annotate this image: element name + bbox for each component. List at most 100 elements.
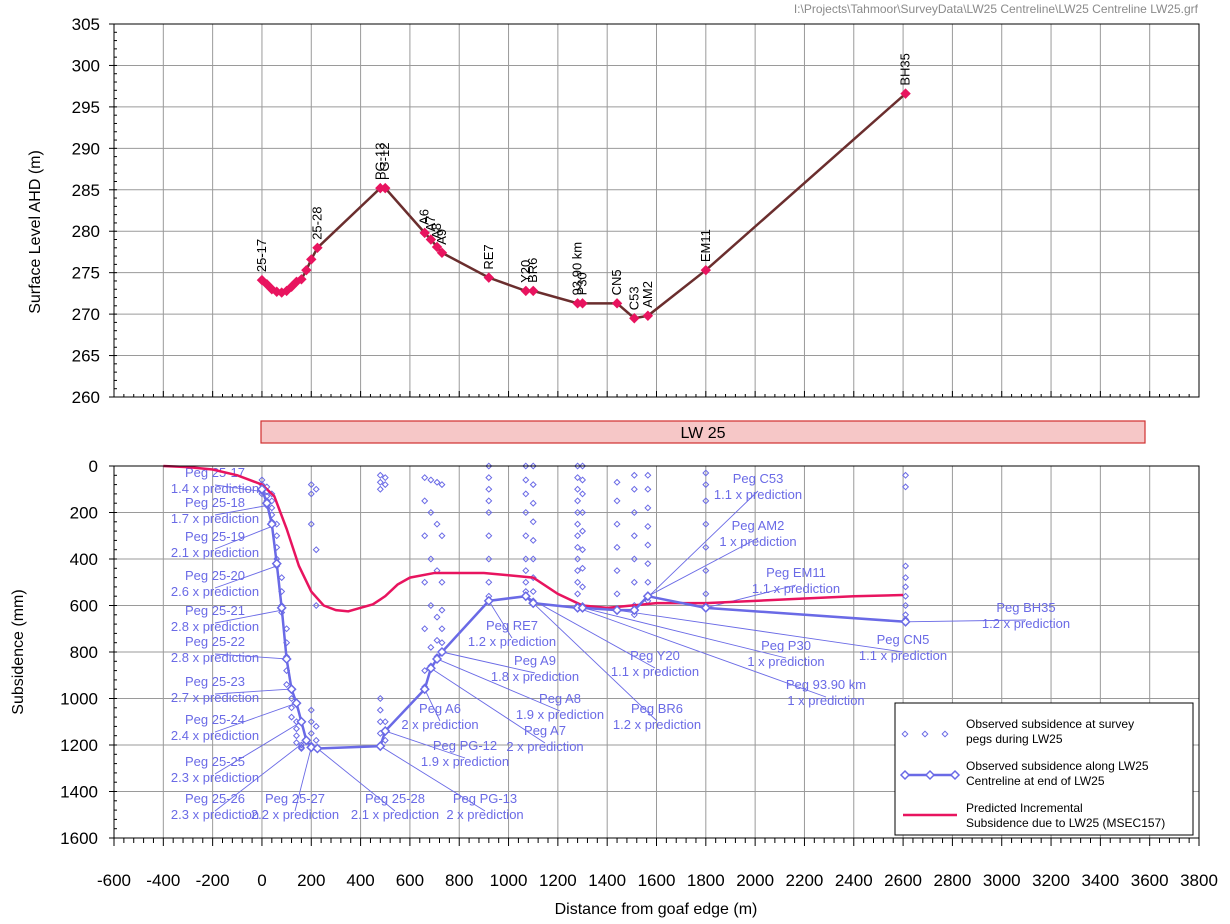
observed-peg-point [288,704,296,712]
annotation-line: 2.2 x prediction [251,807,339,822]
observed-peg-point [376,694,384,703]
annotation-label: Peg 25-23 2.7 x prediction [171,674,259,705]
observed-peg-point [522,555,530,563]
annotation-leader-line [214,702,297,733]
peg-label: PG-13 [372,143,387,181]
observed-peg-point [312,722,320,730]
observed-peg-point [438,532,446,540]
observed-centreline-point [261,498,272,509]
annotation-leader-line [705,584,797,609]
annotation-line: 1.8 x prediction [491,669,579,684]
observed-peg-point [438,578,446,586]
legend-swatch-scatter [941,730,949,738]
profile-point [436,247,448,258]
observed-peg-point [268,497,276,505]
annotation-label: Peg PG-13 2 x prediction [446,791,523,822]
x-tick-label: 1400 [588,871,626,890]
observed-peg-point [902,601,910,610]
annotation-leader-line [380,745,486,812]
observed-peg-point [292,739,300,747]
annotation-leader-line [616,609,904,653]
observed-peg-point [702,469,710,477]
annotation-label: Peg 25-28 2.1 x prediction [351,791,439,822]
x-tick-label: 200 [297,871,325,890]
annotation-line: 2.8 x prediction [171,650,259,665]
observed-peg-point [307,490,315,498]
annotation-leader-line [430,667,546,744]
observed-peg-point [579,583,587,591]
observed-centreline-point [419,684,430,695]
observed-peg-point [427,643,435,651]
observed-peg-point [702,567,710,575]
peg-label: C53 [626,286,641,310]
observed-peg-point [292,725,300,733]
lw25-panel-label: LW 25 [680,425,725,442]
observed-peg-point [702,481,710,489]
observed-centreline-point [900,616,911,627]
annotation-leader-line [905,619,1027,623]
annotation-leader-line [582,607,787,659]
annotation-label: Peg EM11 1.1 x prediction [752,565,840,596]
legend-label-line: Subsidence due to LW25 (MSEC157) [966,816,1165,830]
observed-peg-point [902,483,910,491]
observed-peg-point [630,532,638,540]
annotation-label: Peg CN5 1.1 x prediction [859,632,947,663]
observed-peg-point [273,532,281,540]
profile-point [900,88,911,99]
annotation-label: Peg 25-22 2.8 x prediction [171,634,259,665]
legend-swatch-scatter [921,730,929,738]
observed-peg-point [421,474,429,482]
observed-peg-point [438,606,446,614]
profile-point [380,182,391,194]
annotation-line: 2.4 x prediction [171,728,259,743]
annotation-label: Peg A8 1.9 x prediction [516,691,604,722]
annotation-line: 2.6 x prediction [171,584,259,599]
observed-peg-point [902,574,910,582]
profile-point [700,264,712,276]
annotation-label: Peg 25-26 2.3 x prediction [171,791,259,822]
annotation-line: 2.8 x prediction [171,619,259,634]
annotation-line: 2.3 x prediction [171,807,259,822]
annotation-label: Peg 25-19 2.1 x prediction [171,529,259,560]
profile-point [431,241,443,253]
observed-peg-point [288,713,296,721]
annotation-line: Peg A6 [419,701,461,716]
annotation-line: Peg 25-27 [265,791,325,806]
annotation-line: Peg 25-20 [185,568,245,583]
annotation-line: Peg 25-24 [185,712,245,727]
observed-peg-point [644,560,652,568]
legend-swatch-marker [949,769,961,781]
observed-peg-point [307,481,315,489]
peg-label: P30 [575,272,590,295]
annotation-leader-line [214,565,277,589]
observed-centreline-point [528,598,539,609]
legend-label: Observed subsidence at survey pegs during… [966,717,1134,746]
annotation-label: Peg PG-12 1.9 x prediction [421,738,509,769]
peg-label: 25-17 [254,239,269,272]
top-y-tick-label: 295 [72,98,100,117]
observed-peg-point [902,592,910,600]
observed-peg-point [644,578,652,586]
observed-peg-point [522,578,530,586]
profile-point [419,227,430,239]
profile-point [301,264,312,276]
annotation-label: Peg 25-27 2.2 x prediction [251,791,339,822]
annotation-line: 1.1 x prediction [714,487,802,502]
observed-peg-point [579,527,587,535]
annotation-leader-line [436,658,561,712]
observed-centreline-point [483,595,494,606]
observed-peg-point [438,481,446,489]
observed-peg-point [485,474,493,482]
annotation-line: Peg PG-13 [453,791,517,806]
observed-centreline-point [425,663,436,674]
bottom-y-tick-label: 1000 [60,690,98,709]
observed-centreline-point [281,653,292,665]
observed-peg-point [630,611,638,619]
observed-peg-point [574,578,582,586]
observed-peg-point [381,718,389,726]
annotation-label: Peg AM2 1 x prediction [719,518,796,549]
observed-peg-point [312,485,320,493]
x-tick-label: 2600 [884,871,922,890]
